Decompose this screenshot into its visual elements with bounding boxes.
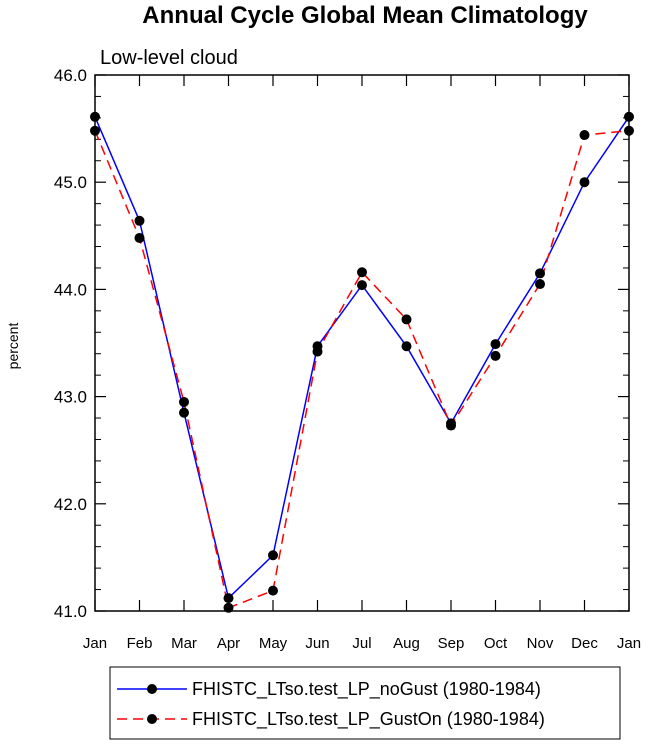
x-axis: Jan Feb Mar Apr May Jun Jul Aug Sep Oct Nov Dec Jan — [83, 75, 641, 652]
y-tick-label: 43.0 — [54, 388, 87, 407]
legend: FHISTC_LTso.test_LP_noGust (1980-1984) F… — [109, 666, 621, 740]
x-tick-label: Jun — [305, 635, 329, 652]
x-tick-label: Sep — [438, 635, 465, 652]
x-tick-label: Mar — [171, 635, 197, 652]
data-point-series-1 — [579, 130, 590, 141]
data-point-series-0 — [357, 280, 367, 291]
data-point-series-1 — [90, 125, 100, 136]
x-tick-label: Feb — [127, 635, 153, 652]
legend-label-nogust: FHISTC_LTso.test_LP_noGust (1980-1984) — [192, 679, 541, 700]
y-tick-label: 44.0 — [54, 280, 87, 299]
data-point-series-0 — [223, 593, 234, 604]
plot-frame — [94, 74, 630, 612]
x-tick-label: Jul — [352, 635, 371, 652]
y-tick-label: 41.0 — [54, 602, 87, 621]
data-point-series-0 — [179, 407, 189, 418]
data-point-series-1 — [268, 585, 278, 596]
data-point-series-1 — [535, 279, 545, 290]
y-axis: 41.0 42.0 43.0 44.0 45.0 46.0 — [54, 66, 629, 621]
y-tick-label: 45.0 — [54, 173, 87, 192]
data-point-series-0 — [268, 550, 278, 561]
data-point-series-1 — [312, 346, 323, 357]
data-point-series-0 — [624, 111, 634, 122]
chart-title: Annual Cycle Global Mean Climatology — [142, 2, 588, 29]
x-tick-label: May — [259, 635, 288, 652]
legend-marker-guston — [147, 714, 157, 724]
x-tick-label: Aug — [393, 635, 420, 652]
x-tick-label: Jan — [617, 635, 641, 652]
data-point-series-1 — [357, 267, 367, 278]
data-point-series-1 — [179, 396, 189, 407]
data-point-series-0 — [535, 268, 545, 279]
legend-marker-nogust — [147, 684, 157, 694]
data-point-series-0 — [401, 341, 412, 352]
y-tick-label: 46.0 — [54, 66, 87, 85]
x-tick-label: Oct — [484, 635, 508, 652]
x-tick-label: Jan — [83, 635, 107, 652]
data-point-series-1 — [490, 350, 501, 361]
data-point-series-1 — [223, 602, 234, 613]
data-point-series-0 — [490, 339, 501, 350]
data-point-series-1 — [134, 232, 145, 243]
x-tick-label: Apr — [217, 635, 240, 652]
data-point-series-0 — [579, 177, 590, 188]
x-tick-label: Nov — [527, 635, 554, 652]
data-point-series-1 — [446, 420, 456, 431]
y-axis-label: percent — [5, 323, 21, 370]
data-point-series-1 — [624, 125, 634, 136]
data-point-series-0 — [90, 111, 100, 122]
chart-subtitle: Low-level cloud — [100, 47, 238, 69]
data-point-series-0 — [134, 215, 145, 226]
data-point-series-1 — [401, 314, 412, 325]
x-tick-label: Dec — [571, 635, 598, 652]
series-line-0 — [94, 116, 630, 600]
y-tick-label: 42.0 — [54, 495, 87, 514]
series-layer — [90, 111, 634, 613]
legend-box — [109, 666, 621, 740]
legend-label-guston: FHISTC_LTso.test_LP_GustOn (1980-1984) — [192, 709, 545, 730]
series-line-1 — [94, 129, 630, 609]
